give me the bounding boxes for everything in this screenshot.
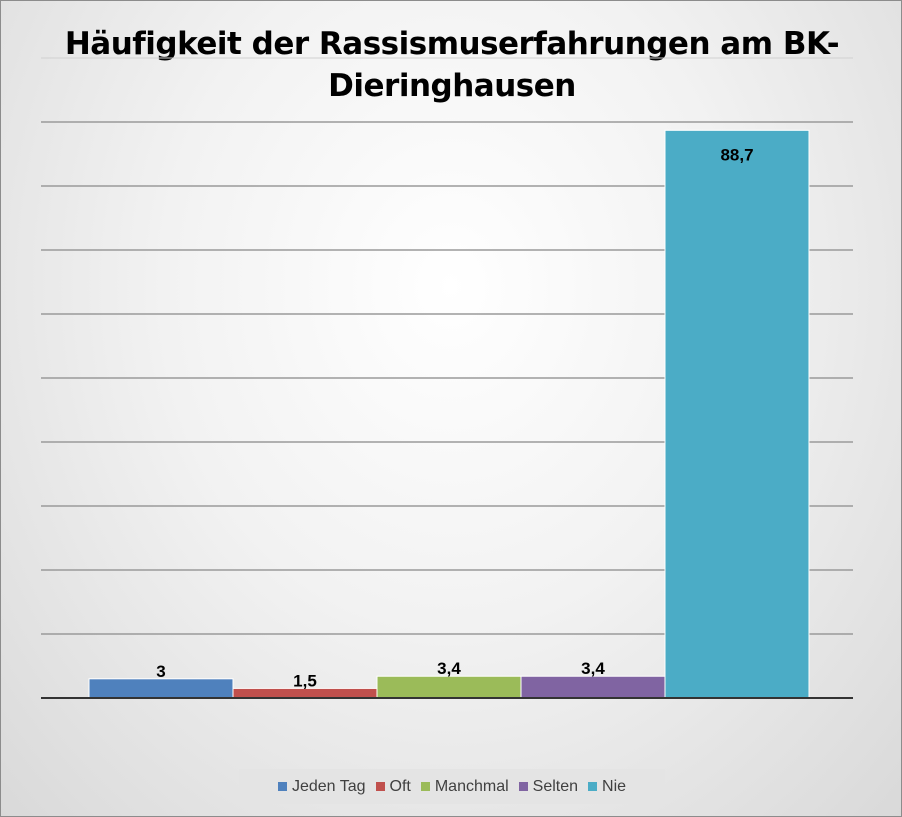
legend-item: Jeden Tag bbox=[277, 777, 366, 796]
bar-manchmal bbox=[376, 675, 522, 699]
legend-swatch bbox=[420, 782, 430, 791]
legend-swatch bbox=[518, 782, 528, 791]
legend-label: Jeden Tag bbox=[291, 777, 366, 795]
legend-item: Manchmal bbox=[420, 777, 509, 796]
bar-selten bbox=[520, 675, 666, 699]
bar-jeden-tag bbox=[88, 678, 234, 699]
legend: Jeden Tag Oft Manchmal Selten Nie bbox=[239, 769, 665, 804]
data-label: 3 bbox=[156, 662, 165, 681]
data-label: 3,4 bbox=[581, 659, 605, 678]
legend-item: Selten bbox=[518, 777, 579, 796]
chart-title: Häufigkeit der Rassismuserfahrungen am B… bbox=[64, 26, 840, 104]
legend-swatch bbox=[277, 782, 287, 791]
legend-label: Nie bbox=[602, 777, 627, 795]
bar-nie bbox=[664, 129, 810, 699]
legend-item: Oft bbox=[375, 777, 411, 796]
legend-swatch bbox=[588, 782, 598, 791]
legend-swatch bbox=[375, 782, 385, 791]
legend-label: Manchmal bbox=[434, 777, 509, 795]
data-label: 1,5 bbox=[293, 671, 317, 690]
legend-label: Oft bbox=[389, 777, 411, 795]
legend-item: Nie bbox=[588, 778, 626, 796]
legend-label: Selten bbox=[532, 777, 579, 795]
data-label: 3,4 bbox=[437, 659, 461, 678]
data-label: 88,7 bbox=[720, 145, 753, 164]
